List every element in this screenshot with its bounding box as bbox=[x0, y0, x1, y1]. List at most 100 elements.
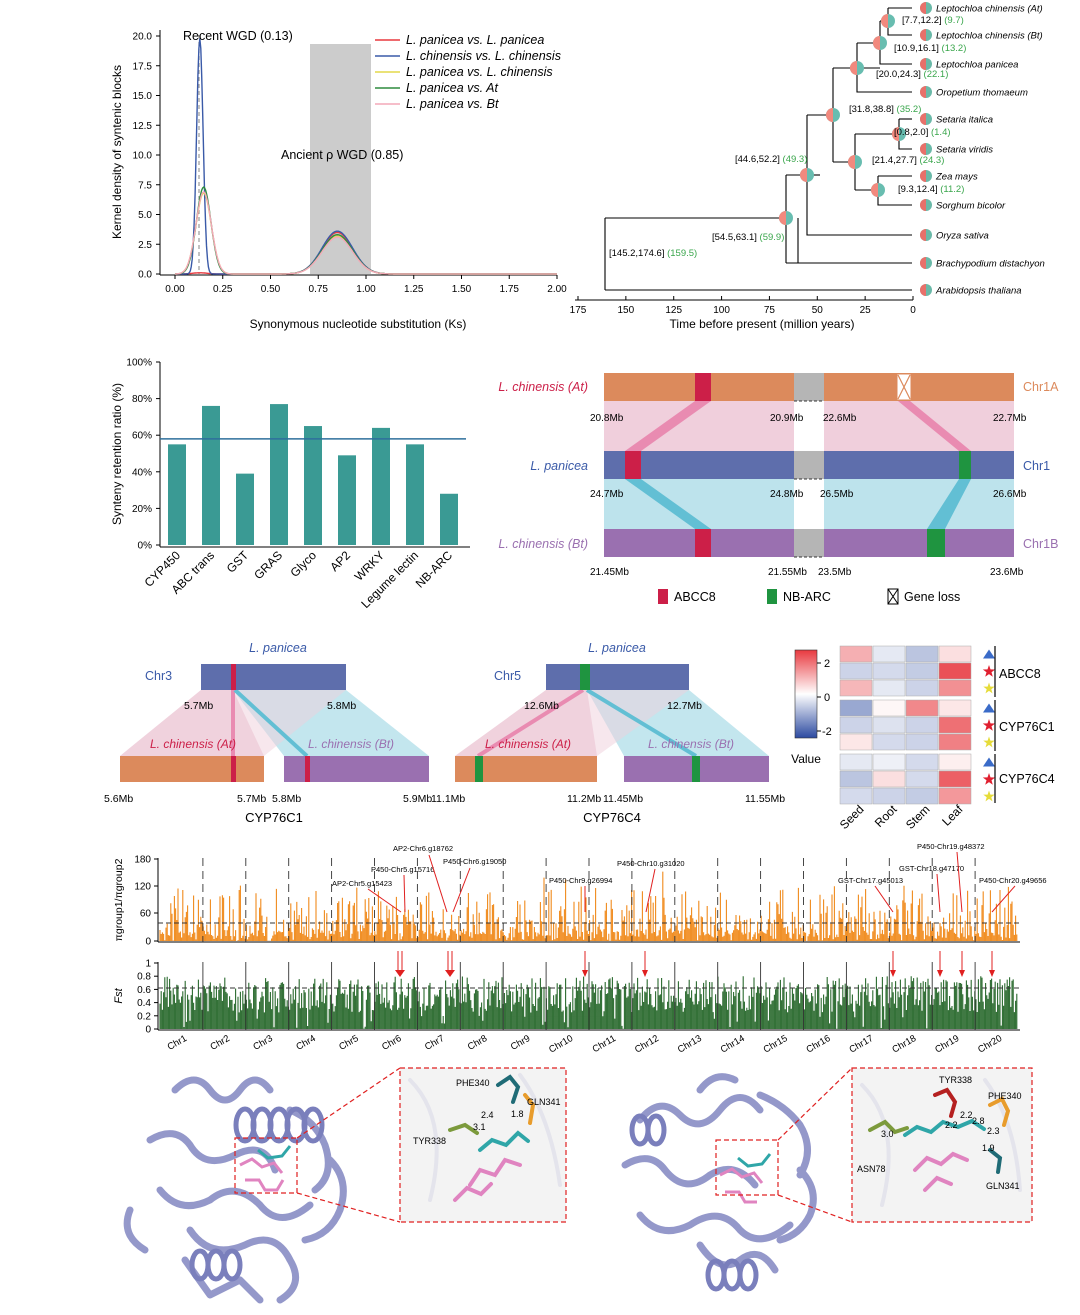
heatmap-cell bbox=[872, 645, 906, 663]
chromosome-label: Chr1 bbox=[166, 1033, 189, 1053]
d-abcc8-link-1 bbox=[625, 401, 711, 451]
heatmap-cell bbox=[839, 699, 873, 717]
annotation-recent-wgd: Recent WGD (0.13) bbox=[183, 29, 293, 43]
node-pie-slice bbox=[779, 211, 786, 225]
e2-at-label: L. chinensis (At) bbox=[485, 737, 571, 751]
gene-annotations: AP2-Chr5.g15423 P450-Chr5.g15716 AP2-Chr… bbox=[332, 842, 1047, 888]
heatmap-cell bbox=[872, 733, 906, 751]
chromosome-label: Chr20 bbox=[976, 1033, 1004, 1055]
svg-text:23.6Mb: 23.6Mb bbox=[990, 567, 1024, 578]
e1-bottom-3: 5.9Mb bbox=[403, 793, 432, 805]
b-xtick-label: 25 bbox=[860, 305, 872, 316]
e2-gene-pan bbox=[580, 664, 590, 690]
node-pie-slice bbox=[826, 108, 833, 122]
zoom-line-left-2 bbox=[296, 1192, 401, 1223]
inset-right-content bbox=[860, 1078, 1022, 1207]
e2-bottom-2: 11.45Mb bbox=[603, 793, 643, 805]
d-nbarc-link bbox=[927, 479, 971, 529]
species-label: Sorghum bicolor bbox=[936, 201, 1006, 212]
svg-text:26.5Mb: 26.5Mb bbox=[820, 489, 854, 500]
svg-text:GLN341: GLN341 bbox=[986, 1181, 1020, 1191]
svg-text:21.55Mb: 21.55Mb bbox=[768, 567, 807, 578]
g-bottom-tick-label: 1 bbox=[145, 959, 151, 970]
density-curves bbox=[174, 38, 557, 275]
c-bar bbox=[304, 426, 322, 545]
heatmap-cell bbox=[872, 753, 906, 771]
g-bottom-y-label: Fst bbox=[113, 987, 125, 1003]
panel-h-docking: PHE340 GLN341 TYR338 2.4 1.8 3.1 bbox=[123, 1067, 1033, 1304]
e2-pan-track bbox=[546, 664, 689, 690]
e1-gene-link-bt bbox=[233, 688, 309, 758]
heatmap-column-label: Stem bbox=[903, 802, 933, 832]
svg-text:2.4: 2.4 bbox=[481, 1110, 494, 1120]
c-xtick-label: GRAS bbox=[251, 548, 285, 582]
star-icon-red bbox=[982, 665, 996, 677]
legend-label: L. chinensis vs. L. chinensis bbox=[406, 49, 561, 63]
star-icon-red bbox=[982, 773, 996, 785]
svg-text:2.8: 2.8 bbox=[972, 1116, 985, 1126]
svg-text:24.8Mb: 24.8Mb bbox=[770, 489, 804, 500]
nbarc-gene-bt bbox=[927, 529, 945, 557]
heatmap-cell bbox=[905, 733, 939, 751]
node-age-label: [44.6,52.2] (49.3) bbox=[735, 154, 807, 165]
heatmap-cell bbox=[872, 716, 906, 734]
zoom-line-left-1 bbox=[296, 1067, 401, 1139]
svg-text:AP2-Chr6.g18762: AP2-Chr6.g18762 bbox=[393, 844, 453, 853]
heatmap-cell bbox=[839, 645, 873, 663]
svg-text:PHE340: PHE340 bbox=[988, 1091, 1022, 1101]
svg-text:3.1: 3.1 bbox=[473, 1122, 486, 1132]
svg-text:26.6Mb: 26.6Mb bbox=[993, 489, 1027, 500]
heatmap-cell bbox=[905, 679, 939, 697]
track-at-gap bbox=[794, 373, 824, 401]
species-label: Setaria italica bbox=[936, 115, 993, 126]
node-pie-slice bbox=[881, 14, 888, 28]
heatmap-cell bbox=[905, 699, 939, 717]
b-xtick-label: 125 bbox=[665, 305, 682, 316]
e2-gene-link-at bbox=[476, 688, 585, 758]
svg-text:GLN341: GLN341 bbox=[527, 1097, 561, 1107]
node-age-label: [0.8,2.0] (1.4) bbox=[894, 127, 951, 138]
track-bt-right bbox=[824, 529, 1014, 557]
species-pie-slice bbox=[920, 199, 926, 211]
chromosome-label: Chr8 bbox=[466, 1033, 489, 1053]
e1-tick-2: 5.8Mb bbox=[327, 700, 356, 712]
nbarc-gene-pan bbox=[959, 451, 971, 479]
track-label-at: L. chinensis (At) bbox=[498, 380, 588, 394]
zoom-line-right-2 bbox=[777, 1194, 853, 1223]
heatmap-column-labels: Seed Root Stem Leaf bbox=[837, 802, 966, 832]
track-label-bt: L. chinensis (Bt) bbox=[498, 537, 588, 551]
protein-structure-left bbox=[123, 1076, 347, 1304]
a-ytick-label: 5.0 bbox=[138, 210, 152, 221]
node-age-label: [54.5,63.1] (59.9) bbox=[712, 232, 784, 243]
heatmap-cell bbox=[905, 716, 939, 734]
node-pie-slice bbox=[871, 183, 878, 197]
pi-ratio-series bbox=[159, 871, 1018, 941]
a-ytick-label: 2.5 bbox=[138, 240, 152, 251]
svg-text:P450-Chr6.g19050: P450-Chr6.g19050 bbox=[443, 857, 506, 866]
track-label-pan: L. panicea bbox=[530, 459, 588, 473]
c-xtick-label: AP2 bbox=[327, 548, 353, 574]
heatmap-cells bbox=[839, 645, 972, 805]
c-bar bbox=[270, 404, 288, 545]
chromosome-labels: Chr1 Chr2 Chr3 Chr4 Chr5 Chr6 Chr7 Chr8 Chr9 Chr1… bbox=[166, 1033, 1004, 1055]
e2-bt-label: L. chinensis (Bt) bbox=[648, 737, 734, 751]
node-pie-slice bbox=[800, 168, 807, 182]
heatmap-cell bbox=[839, 753, 873, 771]
heatmap-cell bbox=[938, 770, 972, 788]
density-curve-4 bbox=[175, 191, 557, 275]
svg-text:20.9Mb: 20.9Mb bbox=[770, 413, 804, 424]
a-y-ticks: 0.0 2.5 5.0 7.5 10.0 12.5 15.0 17.5 20.0 bbox=[133, 32, 160, 281]
legend-abcc8: ABCC8 bbox=[674, 590, 716, 604]
node-pie-slice bbox=[873, 36, 880, 50]
ligand-right bbox=[719, 1153, 772, 1204]
helix-coil-right bbox=[629, 1113, 759, 1292]
tree-node-markers bbox=[779, 14, 906, 225]
c-y-ticks: 0% 20% 40% 60% 80% 100% bbox=[126, 358, 160, 552]
b-xtick-label: 175 bbox=[570, 305, 587, 316]
chromosome-label: Chr10 bbox=[547, 1033, 575, 1055]
chromosome-label: Chr5 bbox=[337, 1033, 360, 1053]
g-bottom-tick-label: 0.4 bbox=[137, 998, 151, 1009]
chromosome-label: Chr16 bbox=[805, 1033, 833, 1055]
legend-abcc8-swatch bbox=[658, 589, 668, 604]
